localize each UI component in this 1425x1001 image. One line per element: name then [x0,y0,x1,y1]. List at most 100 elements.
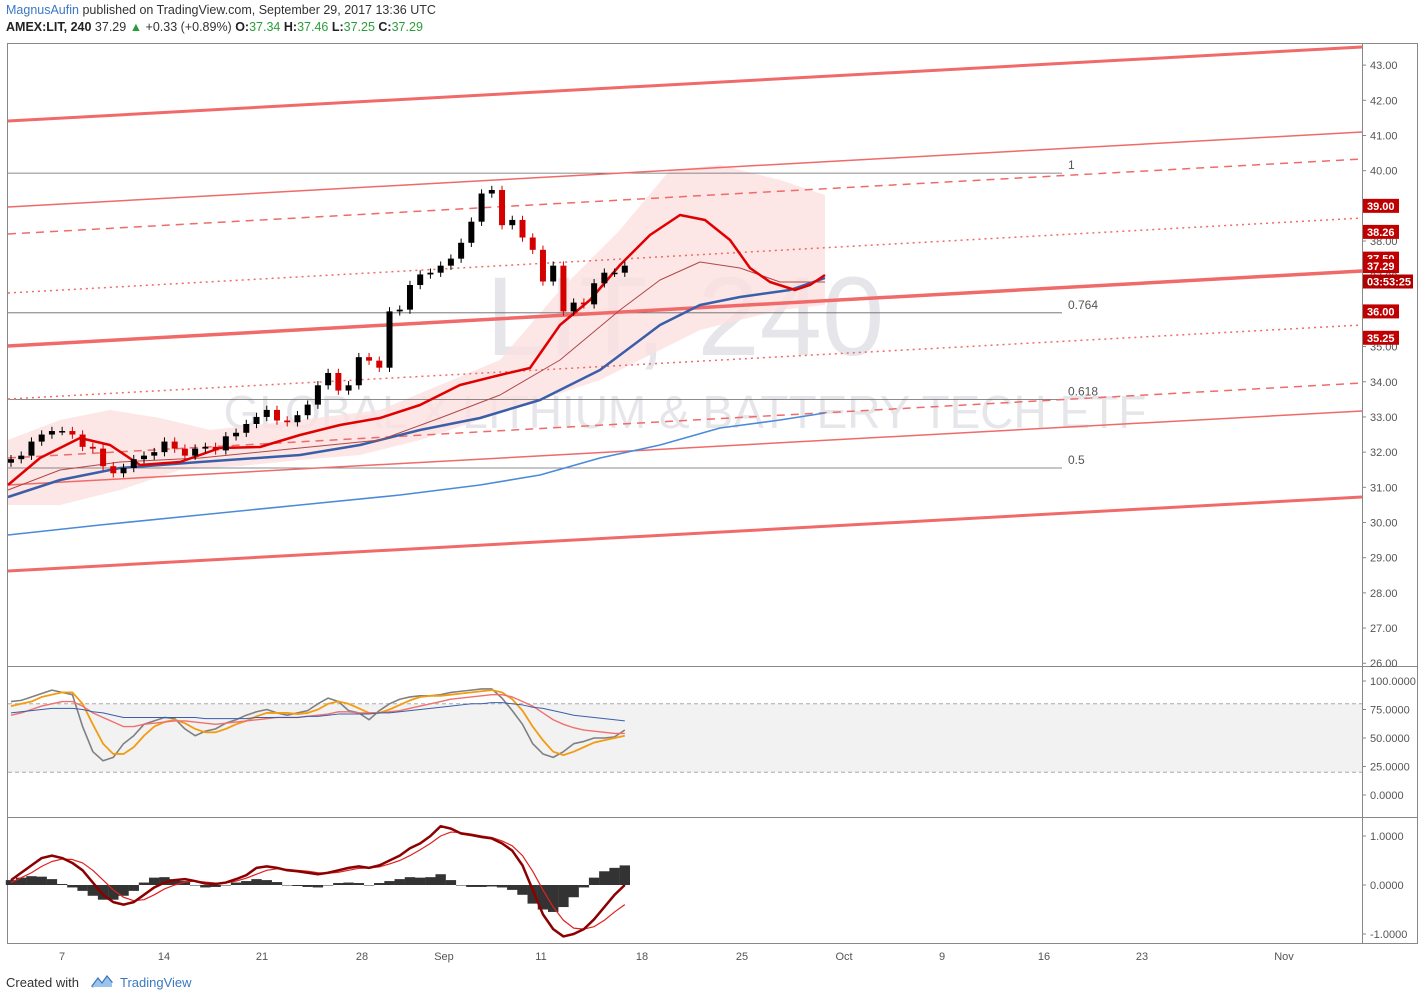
low-value: 37.25 [343,20,375,34]
macd-signal-line [10,831,626,930]
macd-histogram-bar [415,877,426,885]
price-tick-label: 41.00 [1370,130,1398,142]
ema-line [7,213,826,486]
stoch-tick-label: 100.0000 [1370,676,1416,688]
price-tick-label: 30.00 [1370,518,1398,530]
time-tick-label: Nov [1274,951,1294,963]
candle [192,448,199,456]
price-tick-label: 29.00 [1370,553,1398,565]
macd-histogram-bar [210,885,221,887]
change-arrow-icon: ▲ [129,20,143,34]
macd-histogram-bar [507,885,518,890]
candle [396,309,403,312]
time-tick-label: 16 [1038,951,1050,963]
stoch-series-line [10,688,626,762]
candle [304,404,311,416]
price-label: 03:53:25 [1367,276,1411,288]
macd-histogram-bar [282,885,293,886]
time-tick-label: 28 [356,951,368,963]
macd-histogram-bar [169,879,180,885]
time-tick-label: Sep [434,951,454,963]
price-label-box [1363,259,1399,274]
symbol-label[interactable]: AMEX:LIT, 240 [6,20,92,34]
candle [386,311,393,368]
macd-histogram-bar [179,881,191,885]
stoch-band [8,703,1362,773]
sma-200-line [7,412,826,536]
macd-histogram-bar [466,885,477,887]
candle [314,385,321,405]
macd-histogram-bar [333,883,344,885]
macd-histogram-bar [149,877,160,885]
candle [18,455,25,460]
macd-histogram-bar [517,885,528,895]
created-with-text: Created with [6,975,79,990]
candle [468,221,475,243]
stoch-tick-label: 0.0000 [1370,790,1404,802]
candle [427,272,434,275]
tradingview-brand-link[interactable]: TradingView [120,975,192,990]
macd-histogram-bar [302,885,313,887]
macd-histogram-bar [537,885,549,910]
price-label: 36.00 [1367,306,1395,318]
macd-histogram-bar [189,885,201,886]
candle [181,448,188,456]
macd-histogram-bar [200,885,211,888]
ohlc-line: AMEX:LIT, 240 37.29 ▲ +0.33 (+0.89%) O:3… [6,19,1406,36]
macd-histogram-bar [271,882,283,885]
candle [212,446,219,451]
price-tick-label: 38.00 [1370,236,1398,248]
price-tick-label: 28.00 [1370,588,1398,600]
candle [458,242,465,259]
time-tick-label: 23 [1136,951,1148,963]
channel-line [7,217,1363,294]
macd-histogram-bar [292,885,303,886]
candle [263,409,270,417]
price-tick-label: 32.00 [1370,447,1398,459]
macd-histogram-bar [384,881,395,885]
price-label-box [1363,198,1399,213]
macd-histogram-bar [118,885,129,896]
channel-line [7,269,1363,348]
price-label: 35.25 [1367,333,1395,345]
macd-tick-label: -1.0000 [1370,929,1407,941]
channel-line [7,324,1363,400]
macd-histogram-bar [486,885,498,887]
time-tick-label: Oct [835,951,852,963]
sma-20-line [7,261,825,491]
candle [509,219,516,226]
price-tick-label: 43.00 [1370,60,1398,72]
candle [406,285,413,310]
price-change: +0.33 (+0.89%) [145,20,232,34]
price-tick-label: 40.00 [1370,166,1398,178]
channel-line [7,131,1363,208]
macd-histogram-bar [394,879,405,885]
channel-line [7,410,1363,486]
candle [611,272,618,275]
macd-tick-label: 0.0000 [1370,880,1404,892]
stoch-tick-label: 50.0000 [1370,733,1410,745]
candle [355,357,362,386]
candle [59,431,66,433]
close-label: C: [378,20,392,34]
price-label: 39.00 [1367,201,1395,213]
candle [284,420,291,423]
last-price: 37.29 [94,20,127,34]
macd-histogram-bar [609,867,620,885]
candle [335,372,342,391]
macd-histogram-bar [455,885,467,886]
price-label-box [1363,224,1399,239]
macd-histogram-bar [435,874,446,885]
candle [417,274,424,286]
author-link[interactable]: MagnusAufin [6,3,79,17]
candle [161,441,168,453]
macd-tick-label: 1.0000 [1370,831,1404,843]
candle [100,448,107,467]
macd-histogram-bar [26,876,37,885]
macd-histogram-bar [363,885,375,886]
macd-histogram-bar [547,885,559,912]
fib-level-label: 1 [1068,158,1075,172]
candle [48,431,55,435]
price-label-box [1363,304,1399,319]
